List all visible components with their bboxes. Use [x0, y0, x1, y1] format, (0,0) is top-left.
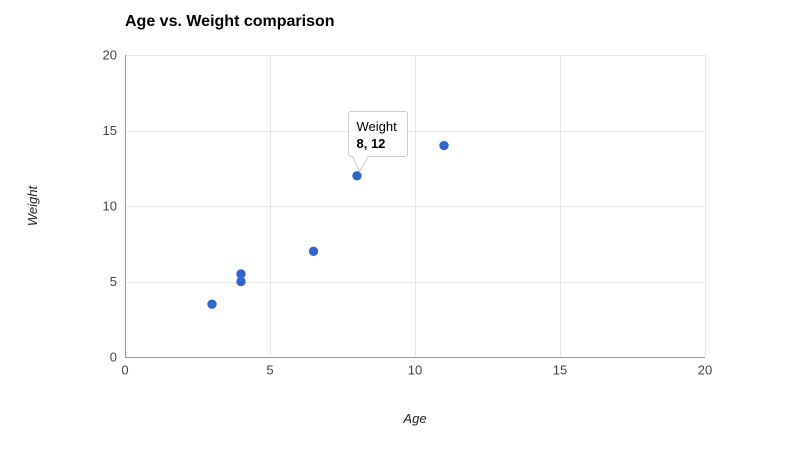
- data-point[interactable]: [236, 276, 246, 287]
- y-tick-label: 20: [103, 48, 117, 63]
- tooltip-box: [348, 111, 408, 157]
- data-point[interactable]: [236, 269, 246, 279]
- x-tick-label: 0: [121, 363, 128, 378]
- y-tick-label: 5: [110, 274, 117, 289]
- tooltip-label: Weight: [357, 119, 398, 134]
- data-point[interactable]: [352, 171, 362, 181]
- data-point[interactable]: [207, 299, 217, 309]
- data-points: [207, 140, 449, 309]
- y-axis-title: Weight: [25, 185, 40, 227]
- tooltip-pointer: [352, 155, 369, 173]
- y-tick-label: 15: [103, 123, 117, 138]
- y-tick-labels: 0 5 10 15 20: [103, 48, 117, 365]
- x-axis-title: Age: [403, 411, 427, 426]
- gridlines: [125, 55, 706, 357]
- data-point[interactable]: [308, 246, 319, 256]
- tooltip-value: 8, 12: [357, 136, 386, 151]
- tooltip: Weight 8, 12: [348, 111, 408, 173]
- x-tick-label: 15: [553, 363, 567, 378]
- x-tick-label: 10: [408, 363, 422, 378]
- x-tick-label: 20: [698, 363, 712, 378]
- x-tick-labels: 0 5 10 15 20: [121, 363, 712, 378]
- chart-title: Age vs. Weight comparison: [125, 13, 335, 30]
- axis-baselines: [125, 55, 705, 358]
- y-tick-label: 10: [103, 199, 117, 214]
- x-tick-label: 5: [266, 363, 273, 378]
- y-tick-label: 0: [110, 350, 117, 365]
- data-point[interactable]: [439, 140, 449, 151]
